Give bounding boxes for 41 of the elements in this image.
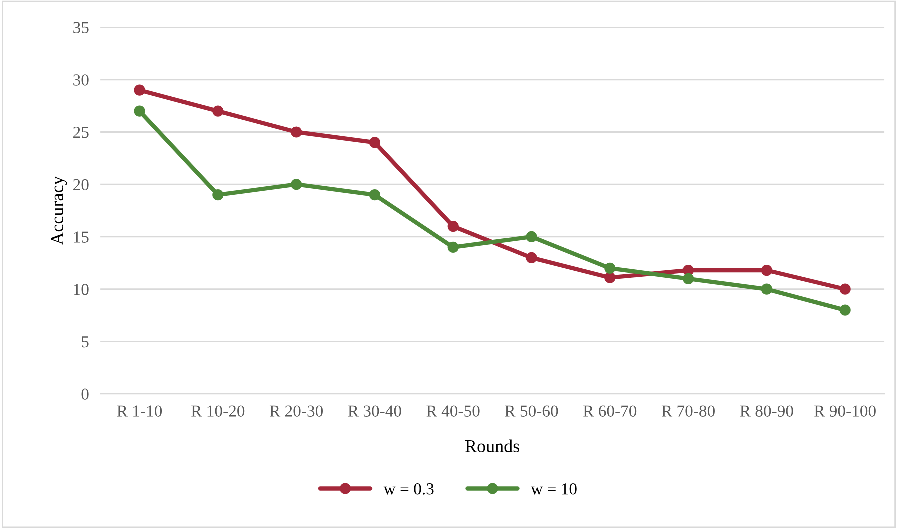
- x-tick-label: R 70-80: [662, 406, 715, 417]
- point: [526, 231, 538, 243]
- y-tick-label: 20: [74, 179, 89, 191]
- y-tick-label: 30: [74, 74, 89, 86]
- legend-label: w = 10: [531, 483, 577, 495]
- x-tick-label: R 40-50: [426, 406, 480, 417]
- point: [526, 252, 538, 264]
- y-tick-label: 10: [74, 284, 89, 296]
- x-tick-label: R 90-100: [814, 406, 876, 417]
- point: [448, 220, 459, 232]
- point: [682, 273, 694, 284]
- y-tick-label: 25: [74, 126, 89, 138]
- point: [291, 179, 302, 190]
- x-tick-label: R 80-90: [740, 406, 794, 417]
- point: [134, 84, 146, 96]
- point: [134, 106, 146, 117]
- legend-label: w = 0.3: [384, 483, 434, 495]
- point: [212, 106, 224, 117]
- y-tick-label: 0: [82, 388, 89, 400]
- point: [840, 304, 851, 316]
- x-tick-label: R 1-10: [117, 406, 162, 417]
- x-tick-label: R 10-20: [192, 406, 245, 417]
- x-tick-label: R 30-40: [348, 406, 402, 417]
- point: [369, 190, 381, 201]
- x-tick-label: R 20-30: [270, 406, 324, 417]
- point: [369, 137, 381, 148]
- y-tick-label: 35: [74, 22, 89, 34]
- point: [840, 284, 851, 295]
- point: [761, 264, 772, 276]
- point: [604, 262, 616, 274]
- y-axis-title: Accuracy: [51, 176, 68, 246]
- point: [604, 272, 616, 284]
- point: [212, 190, 224, 201]
- y-tick-label: 15: [74, 232, 89, 243]
- point: [291, 126, 302, 138]
- point: [761, 284, 772, 295]
- x-axis-title: Rounds: [465, 440, 520, 452]
- x-tick-label: R 60-70: [584, 406, 637, 417]
- x-tick-label: R 50-60: [505, 406, 558, 417]
- y-tick-label: 5: [82, 336, 89, 348]
- point: [448, 242, 459, 254]
